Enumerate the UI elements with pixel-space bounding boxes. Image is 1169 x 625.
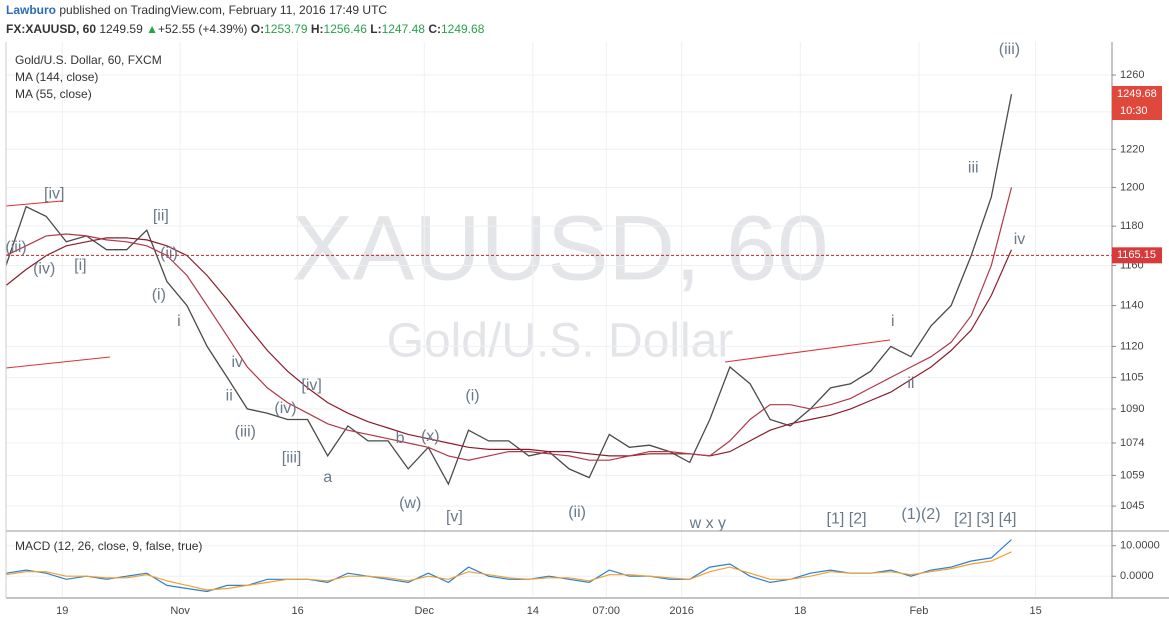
wave-label: (i) — [152, 287, 166, 304]
x-tick-label: 18 — [794, 605, 806, 617]
wave-label: w x y — [689, 515, 726, 532]
wave-label: [iv] — [44, 185, 64, 202]
quote: FX:XAUUSD, 60 1249.59 ▲+52.55 (+4.39%) O… — [6, 22, 485, 36]
wave-label: [i] — [74, 257, 86, 274]
x-tick-label: 2016 — [669, 605, 693, 617]
wave-label: i — [177, 313, 181, 330]
y-tick-label: 1045 — [1120, 500, 1144, 512]
trend-line — [5, 200, 63, 207]
y-tick-label: 1074 — [1120, 437, 1144, 449]
plot: [iv] [ii] (iii) (iv) [i] (ii) (i) i iv ii (iii) [iv… — [5, 41, 1112, 593]
y-tick-label: 1105 — [1120, 371, 1144, 383]
wave-label: [iii] — [282, 449, 302, 466]
x-tick-label: Nov — [170, 605, 190, 617]
h-label: H: — [311, 22, 324, 36]
last-price-label: 1249.68 — [1117, 88, 1157, 100]
series-line — [5, 187, 1013, 461]
x-tick-label: 19 — [56, 605, 68, 617]
y-tick-label: 1140 — [1120, 300, 1144, 312]
wave-label: a — [323, 469, 332, 486]
x-tick-label: 15 — [1029, 605, 1041, 617]
legend-ma55: MA (55, close) — [15, 87, 92, 101]
y-tick-label: 1220 — [1120, 143, 1144, 155]
x-tick-label: 16 — [291, 605, 303, 617]
l-label: L: — [370, 22, 381, 36]
trend-line — [5, 356, 111, 369]
watermark-symbol: XAUUSD, 60 — [292, 197, 829, 299]
wave-label: (ii) — [160, 245, 178, 262]
author[interactable]: Lawburo — [6, 3, 56, 17]
wave-label: (ii) — [568, 504, 586, 521]
y-tick-label: 0.0000 — [1120, 570, 1154, 582]
series-line — [5, 237, 1013, 457]
c-label: C: — [428, 22, 441, 36]
countdown-label: 10:30 — [1120, 105, 1148, 117]
wave-label: (iii) — [999, 41, 1020, 58]
o-label: O: — [251, 22, 264, 36]
wave-label: iii — [968, 160, 979, 177]
wave-label: iv — [1014, 231, 1026, 248]
last: 1249.59 — [99, 22, 143, 36]
wave-label: [2] [3] [4] — [954, 511, 1016, 528]
wave-label: (x) — [421, 428, 440, 445]
l-value: 1247.48 — [382, 22, 426, 36]
symbol: FX:XAUUSD, 60 — [6, 22, 96, 36]
wave-label: ii — [907, 375, 914, 392]
grid — [6, 42, 1112, 597]
wave-label: ii — [226, 388, 233, 405]
wave-label: [v] — [446, 508, 463, 525]
y-tick-label: 10.0000 — [1120, 540, 1160, 552]
series-line — [5, 94, 1013, 486]
wave-label: [ii] — [153, 208, 169, 225]
wave-label: (1)(2) — [901, 506, 940, 523]
price-line-box — [1112, 247, 1162, 264]
published: published on TradingView.com, February 1… — [59, 3, 387, 17]
legend-title: Gold/U.S. Dollar, 60, FXCM — [15, 53, 162, 67]
wave-label: [iv] — [301, 377, 321, 394]
wave-label: iv — [231, 354, 243, 371]
y-tick-label: 1180 — [1120, 220, 1144, 232]
y-tick-label: 1200 — [1120, 181, 1144, 193]
price-line-label: 1165.15 — [1117, 249, 1156, 261]
wave-label: (iii) — [5, 239, 26, 256]
change-pct: (+4.39%) — [198, 22, 247, 36]
h-value: 1256.46 — [324, 22, 368, 36]
wave-label: (iv) — [33, 261, 55, 278]
y-tick-label: 1260 — [1120, 69, 1144, 81]
wave-label: (w) — [399, 495, 421, 512]
y-tick-label: 1120 — [1120, 340, 1144, 352]
wave-label: (i) — [465, 388, 479, 405]
header: Lawburo published on TradingView.com, Fe… — [6, 3, 387, 17]
wave-label: (iii) — [235, 424, 256, 441]
wave-label: i — [891, 313, 895, 330]
wave-label: (iv) — [274, 400, 296, 417]
y-tick-label: 1090 — [1120, 403, 1144, 415]
wave-label: [1] [2] — [827, 511, 867, 528]
legend-ma144: MA (144, close) — [15, 70, 98, 84]
x-tick-label: 07:00 — [592, 605, 620, 617]
watermark-name: Gold/U.S. Dollar — [387, 315, 734, 368]
c-value: 1249.68 — [441, 22, 485, 36]
x-tick-label: 14 — [527, 605, 539, 617]
macd-title: MACD (12, 26, close, 9, false, true) — [15, 539, 202, 553]
x-tick-label: Dec — [414, 605, 434, 617]
last-price-box — [1112, 85, 1162, 120]
overlay: 19Nov16Dec1407:00201618Feb15126012401220… — [56, 69, 1162, 617]
trend-line — [724, 339, 891, 363]
arrow: ▲ — [146, 22, 158, 36]
series-line — [5, 551, 1012, 591]
wave-label: b — [396, 430, 405, 447]
change: +52.55 — [158, 22, 195, 36]
x-tick-label: Feb — [909, 605, 928, 617]
o-value: 1253.79 — [264, 22, 308, 36]
y-tick-label: 1059 — [1120, 469, 1144, 481]
